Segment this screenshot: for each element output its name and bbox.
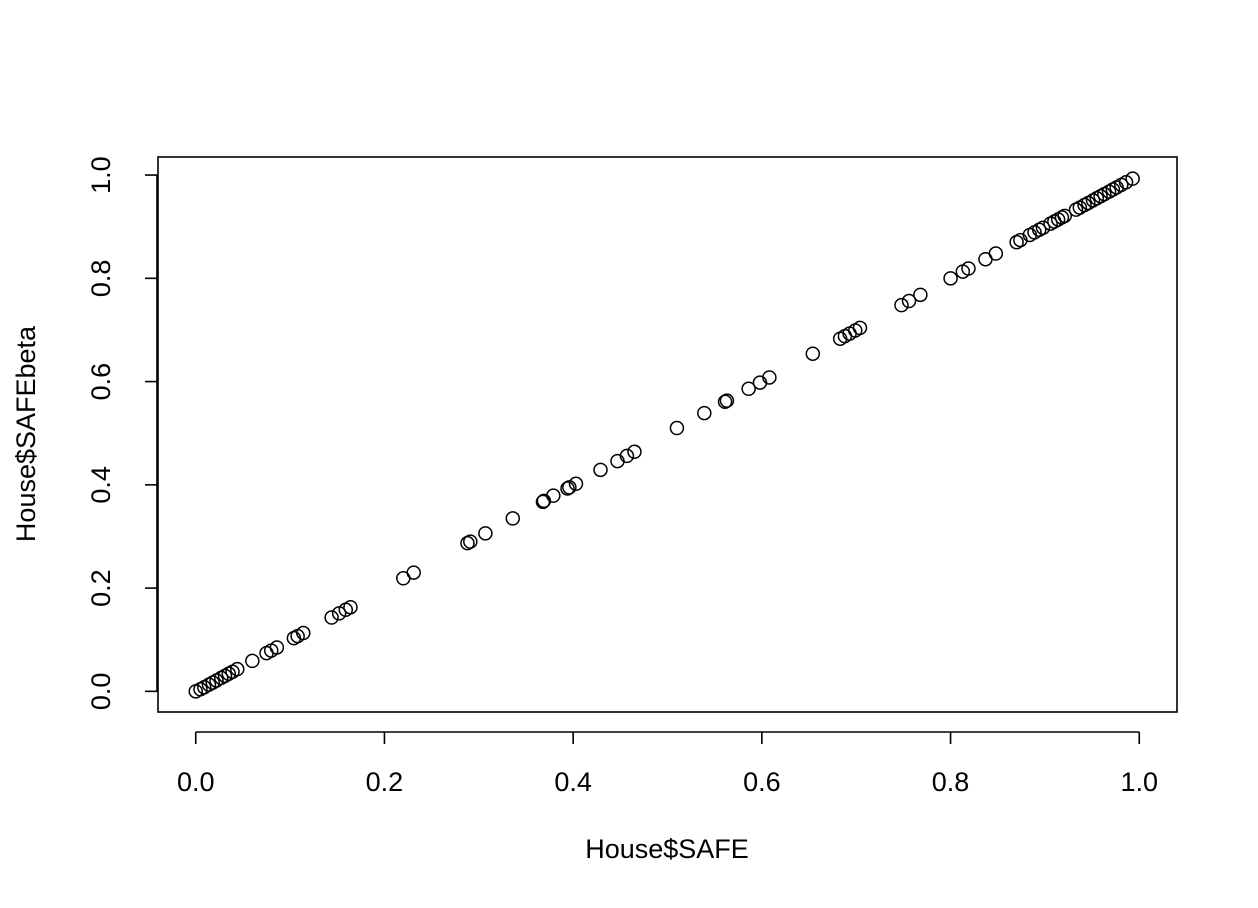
data-point — [478, 526, 493, 541]
x-tick-label: 0.8 — [932, 767, 970, 797]
data-point — [913, 287, 928, 303]
y-tick-label: 1.0 — [86, 156, 116, 194]
data-point — [324, 610, 339, 625]
data-point — [943, 271, 958, 286]
data-point — [894, 297, 909, 313]
data-point — [901, 293, 917, 309]
x-axis-title: House$SAFE — [585, 834, 749, 864]
data-point — [852, 320, 868, 336]
data-point — [568, 476, 584, 492]
data-point — [230, 661, 245, 677]
data-point — [343, 599, 358, 615]
data-point — [546, 488, 561, 503]
y-tick-label: 0.4 — [86, 466, 116, 504]
data-point — [1125, 171, 1140, 186]
x-tick-label: 0.2 — [366, 767, 404, 797]
data-points — [188, 171, 1140, 699]
data-point — [669, 420, 685, 436]
data-point — [1035, 220, 1051, 235]
data-point — [741, 381, 756, 397]
data-point — [697, 405, 712, 421]
data-point — [593, 462, 608, 478]
data-point — [463, 534, 478, 549]
data-point — [296, 625, 311, 641]
x-tick-label: 0.4 — [554, 767, 592, 797]
y-axis: 0.0 0.2 0.4 0.6 0.8 1.0 — [86, 156, 158, 711]
data-point — [805, 346, 821, 361]
y-tick-label: 0.6 — [86, 363, 116, 401]
y-tick-label: 0.2 — [86, 569, 116, 607]
data-point — [460, 535, 475, 551]
data-point — [245, 653, 260, 669]
data-point — [988, 246, 1004, 261]
data-point — [619, 448, 635, 464]
data-point — [406, 565, 421, 580]
y-tick-label: 0.8 — [86, 260, 116, 298]
data-point — [961, 261, 976, 276]
data-point — [505, 511, 521, 526]
x-tick-label: 0.0 — [177, 767, 215, 797]
plot-frame — [157, 156, 1178, 713]
data-point — [719, 393, 735, 408]
data-point — [627, 444, 642, 460]
x-tick-label: 1.0 — [1120, 767, 1158, 797]
x-axis: 0.0 0.2 0.4 0.6 0.8 1.0 — [177, 731, 1158, 797]
data-point — [535, 494, 551, 510]
x-tick-label: 0.6 — [743, 767, 781, 797]
data-point — [1057, 208, 1072, 224]
data-point — [1054, 210, 1070, 225]
y-axis-title: House$SAFEbeta — [11, 325, 41, 542]
data-point — [762, 370, 777, 385]
y-tick-label: 0.0 — [86, 673, 116, 711]
data-point — [269, 640, 285, 655]
